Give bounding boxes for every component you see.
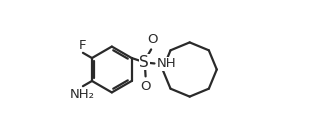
Text: NH₂: NH₂ xyxy=(70,88,95,101)
Text: O: O xyxy=(141,80,151,93)
Text: NH: NH xyxy=(157,57,176,70)
Text: O: O xyxy=(147,33,158,46)
Text: S: S xyxy=(139,55,149,70)
Text: F: F xyxy=(78,39,86,52)
